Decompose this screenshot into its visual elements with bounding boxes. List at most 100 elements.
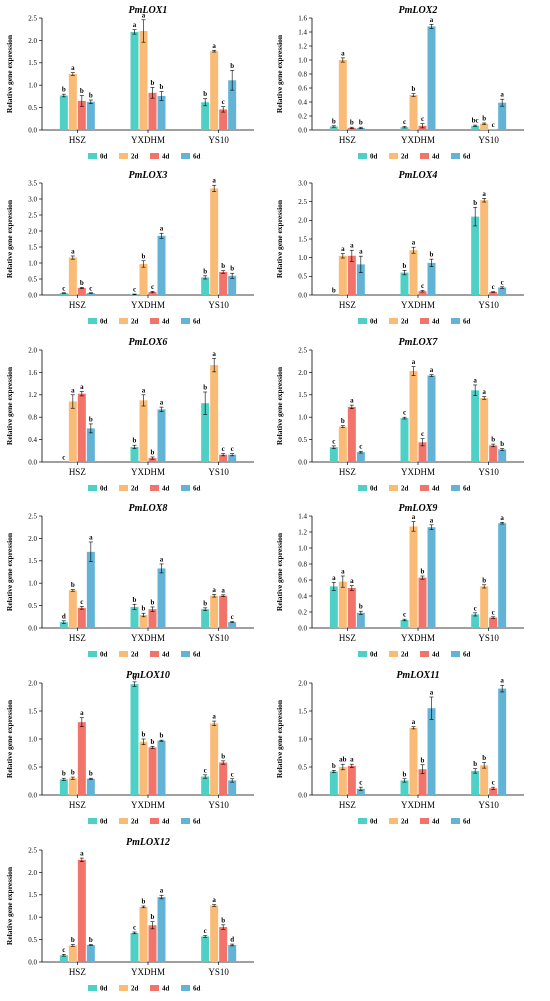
bar-4d-ys10 (489, 129, 498, 130)
y-axis-label: Relative gene expression (5, 199, 14, 278)
y-axis-label: Relative gene expression (5, 532, 14, 611)
legend-label-0d: 0d (100, 485, 108, 493)
significance-letter: a (412, 239, 416, 247)
bar-0d-hsz (329, 126, 338, 130)
significance-letter: a (160, 887, 164, 895)
legend-swatch-4d (150, 985, 159, 991)
significance-letter: c (133, 286, 136, 294)
significance-letter: b (350, 119, 354, 127)
significance-letter: c (204, 766, 207, 774)
significance-letter: a (212, 350, 216, 358)
x-category-label: HSZ (339, 467, 356, 477)
x-category-label: YXDHM (131, 300, 165, 310)
legend-label-0d: 0d (370, 153, 378, 161)
legend-swatch-2d (389, 651, 398, 657)
bar-4d-yxdhm (418, 577, 427, 628)
x-category-label: YXDHM (131, 135, 165, 145)
bar-4d-hsz (77, 100, 86, 130)
x-category-label: YS10 (478, 467, 499, 477)
legend-label-6d: 6d (193, 485, 201, 493)
significance-letter: c (492, 779, 495, 787)
x-category-label: YS10 (478, 300, 499, 310)
legend-swatch-0d (358, 651, 367, 657)
chart-panel-pmlox11: PmLOX11 Relative gene expression 0.0 0.5 1.0… (275, 670, 524, 826)
chart-title: PmLOX8 (129, 503, 168, 514)
x-category-label: YXDHM (131, 467, 165, 477)
bar-4d-yxdhm (148, 458, 157, 462)
bar-4d-hsz (347, 406, 356, 462)
y-tick-label: 1.2 (298, 528, 307, 536)
bar-2d-yxdhm (409, 95, 418, 130)
legend-swatch-0d (88, 318, 97, 324)
significance-letter: c (403, 409, 406, 417)
significance-letter: b (160, 732, 164, 740)
y-tick-label: 0.0 (28, 126, 37, 134)
y-tick-label: 2.5 (28, 211, 37, 219)
y-tick-label: 0.0 (28, 624, 37, 632)
y-tick-label: 0.4 (298, 98, 307, 106)
legend-label-2d: 2d (131, 651, 139, 659)
bar-2d-yxdhm (139, 263, 148, 295)
legend-label-4d: 4d (162, 485, 170, 493)
legend-label-2d: 2d (401, 153, 409, 161)
significance-letter: a (350, 577, 354, 585)
legend-swatch-4d (150, 485, 159, 491)
bar-4d-yxdhm (418, 442, 427, 462)
y-tick-label: 2.0 (28, 37, 37, 45)
legend-label-4d: 4d (162, 818, 170, 826)
chart-panel-pmlox9: PmLOX9 Relative gene expression 0.0 0.2 0.4 0… (275, 503, 524, 659)
significance-letter: b (203, 599, 207, 607)
legend-label-6d: 6d (463, 651, 471, 659)
significance-letter: a (412, 513, 416, 521)
x-category-label: YXDHM (131, 967, 165, 977)
y-tick-label: 2.5 (28, 846, 37, 854)
y-tick-label: 2.0 (298, 679, 307, 687)
y-tick-label: 0.4 (28, 436, 37, 444)
y-tick-label: 0.5 (28, 763, 37, 771)
legend-swatch-2d (119, 651, 128, 657)
significance-letter: a (430, 366, 434, 374)
significance-letter: c (62, 284, 65, 292)
legend-swatch-2d (389, 318, 398, 324)
bar-2d-hsz (68, 74, 77, 130)
significance-letter: a (350, 242, 354, 250)
legend-swatch-6d (451, 818, 460, 824)
significance-letter: a (350, 397, 354, 405)
bar-0d-ys10 (201, 776, 210, 795)
legend-swatch-4d (420, 153, 429, 159)
legend-label-2d: 2d (131, 985, 139, 993)
bar-6d-hsz (356, 612, 365, 628)
y-tick-label: 1.5 (28, 243, 37, 251)
y-tick-label: 0.0 (28, 958, 37, 966)
legend-label-2d: 2d (131, 153, 139, 161)
significance-letter: b (359, 119, 363, 127)
y-tick-label: 1.0 (298, 56, 307, 64)
significance-letter: b (89, 415, 93, 423)
y-axis-label: Relative gene expression (275, 532, 284, 611)
y-axis-label: Relative gene expression (5, 34, 14, 113)
significance-letter: a (212, 713, 216, 721)
significance-letter: a (142, 386, 146, 394)
y-tick-label: 1.0 (28, 580, 37, 588)
x-category-label: YS10 (208, 300, 229, 310)
significance-letter: b (341, 417, 345, 425)
bar-4d-ys10 (219, 762, 228, 795)
significance-letter: a (160, 399, 164, 407)
x-category-label: YS10 (208, 467, 229, 477)
x-category-label: YS10 (478, 633, 499, 643)
y-tick-label: 0.6 (298, 84, 307, 92)
bar-6d-yxdhm (427, 708, 436, 795)
legend-swatch-4d (150, 318, 159, 324)
bar-0d-ys10 (201, 609, 210, 628)
y-tick-label: 1.5 (28, 557, 37, 565)
legend-label-2d: 2d (401, 485, 409, 493)
significance-letter: a (350, 756, 354, 764)
bar-0d-ys10 (471, 216, 480, 295)
bar-6d-ys10 (498, 523, 507, 628)
chart-title: PmLOX10 (126, 670, 170, 681)
legend-label-0d: 0d (100, 651, 108, 659)
significance-letter: a (359, 248, 363, 256)
y-tick-label: 0.0 (28, 458, 37, 466)
